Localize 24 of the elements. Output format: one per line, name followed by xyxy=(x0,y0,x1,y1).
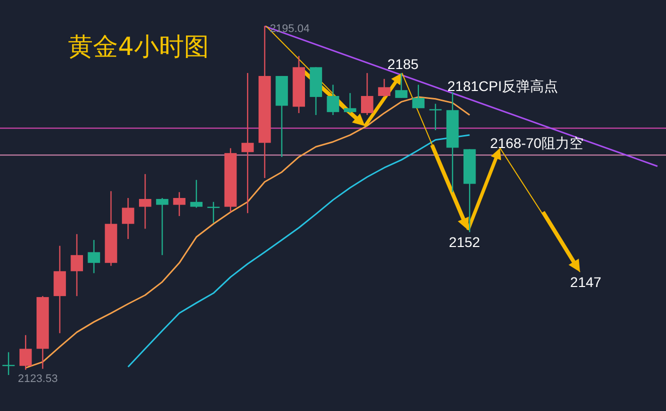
annotation: 2147 xyxy=(570,274,602,290)
candlestick xyxy=(326,84,340,116)
candlestick xyxy=(412,84,425,109)
candlestick xyxy=(190,179,203,208)
candlestick xyxy=(173,192,186,217)
title: 黄金4小时图 xyxy=(68,32,209,61)
candlestick xyxy=(156,197,168,256)
annotation: 2181CPI反弹高点 xyxy=(447,78,558,94)
candlestick xyxy=(429,103,442,131)
annotation: 2185 xyxy=(387,56,419,72)
candlestick xyxy=(122,197,134,240)
candlestick xyxy=(241,72,254,214)
annotation: 2168-70阻力空 xyxy=(490,135,584,151)
candlestick xyxy=(19,334,32,370)
candlestick xyxy=(395,72,408,99)
candlestick xyxy=(361,72,374,116)
candlestick xyxy=(88,239,100,274)
annotation: 2123.53 xyxy=(18,373,58,385)
candlestick xyxy=(139,173,152,230)
annotation: 2152 xyxy=(448,234,480,250)
annotation: 2195.04 xyxy=(270,23,310,35)
candlestick xyxy=(378,78,390,98)
candlestick xyxy=(344,92,356,114)
candlestick xyxy=(70,234,83,297)
